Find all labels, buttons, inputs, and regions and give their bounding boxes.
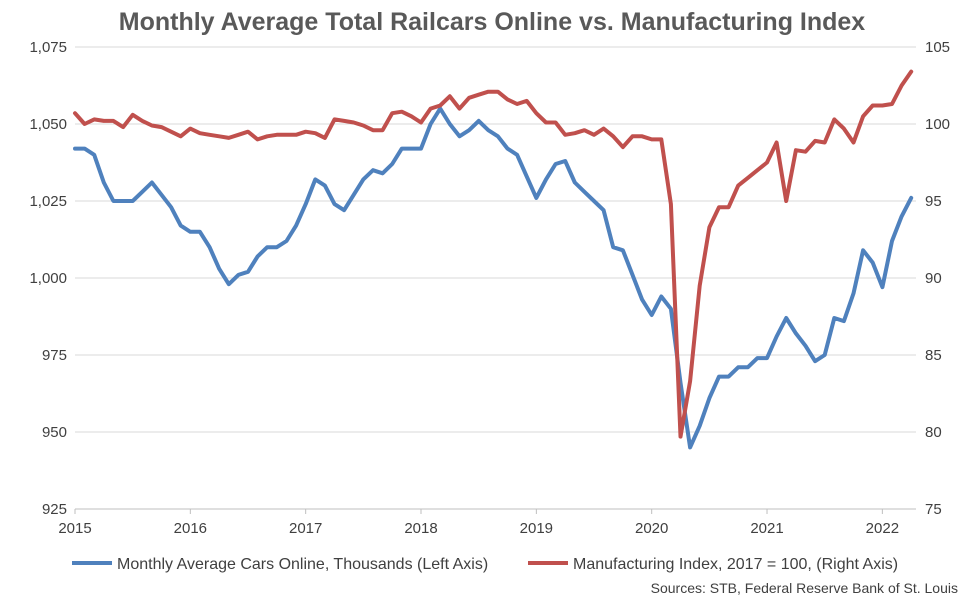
chart-title: Monthly Average Total Railcars Online vs… xyxy=(119,8,866,36)
x-tick-label: 2019 xyxy=(520,520,553,537)
x-tick-label: 2021 xyxy=(750,520,783,537)
y-left-tick-label: 1,050 xyxy=(29,116,67,133)
x-tick-label: 2016 xyxy=(174,520,207,537)
grid xyxy=(75,46,916,510)
y-right-tick-label: 80 xyxy=(925,424,942,441)
source-note: Sources: STB, Federal Reserve Bank of St… xyxy=(651,580,958,596)
x-axis: 2015 2016 2017 2018 2019 2020 2021 2022 xyxy=(58,508,916,537)
x-tick-label: 2015 xyxy=(58,520,91,537)
y-right-tick-label: 105 xyxy=(925,39,950,56)
y-left-tick-label: 925 xyxy=(42,501,67,518)
y-right-tick-label: 85 xyxy=(925,347,942,364)
y-left-tick-label: 975 xyxy=(42,347,67,364)
legend-label-cars: Monthly Average Cars Online, Thousands (… xyxy=(117,556,488,573)
y-left-tick-label: 950 xyxy=(42,424,67,441)
series-line-manufacturing-index xyxy=(73,69,914,439)
y-right-tick-label: 75 xyxy=(925,501,942,518)
y-axis-right: 75 80 85 90 95 100 105 xyxy=(925,39,950,518)
y-left-tick-label: 1,000 xyxy=(29,270,67,287)
x-tick-label: 2020 xyxy=(635,520,668,537)
y-left-tick-label: 1,025 xyxy=(29,193,67,210)
y-right-tick-label: 100 xyxy=(925,116,950,133)
y-right-tick-label: 90 xyxy=(925,270,942,287)
series-lines xyxy=(73,69,914,450)
x-tick-label: 2022 xyxy=(866,520,899,537)
y-axis-left: 925 950 975 1,000 1,025 1,050 1,075 xyxy=(29,39,67,518)
x-tick-label: 2017 xyxy=(289,520,322,537)
legend: Monthly Average Cars Online, Thousands (… xyxy=(72,556,898,573)
legend-label-manufacturing: Manufacturing Index, 2017 = 100, (Right … xyxy=(573,556,898,573)
series-line-cars-online xyxy=(73,106,914,450)
x-tick-label: 2018 xyxy=(404,520,437,537)
y-left-tick-label: 1,075 xyxy=(29,39,67,56)
y-right-tick-label: 95 xyxy=(925,193,942,210)
